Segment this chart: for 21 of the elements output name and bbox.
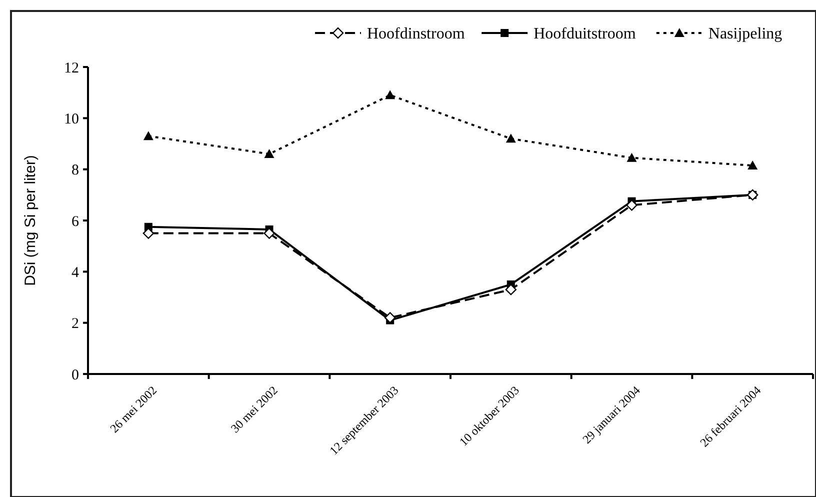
y-tick-label: 8 — [72, 162, 79, 179]
legend-label: Hoofduitstroom — [534, 26, 636, 43]
legend-label: Hoofdinstroom — [367, 26, 466, 43]
legend-label: Nasijpeling — [708, 26, 782, 43]
point — [626, 152, 637, 162]
y-tick-label: 2 — [72, 316, 79, 332]
y-tick-label: 10 — [64, 111, 79, 128]
point — [626, 200, 638, 211]
y-axis-title: DSi (mg Si per liter) — [22, 155, 39, 286]
point — [385, 90, 396, 100]
y-tick-label: 6 — [72, 214, 80, 230]
point — [748, 160, 758, 170]
point — [506, 134, 516, 143]
point — [143, 131, 154, 140]
point — [384, 312, 396, 324]
point — [264, 148, 274, 158]
point — [264, 228, 275, 239]
y-tick-label: 12 — [64, 60, 79, 76]
y-tick-label: 0 — [72, 367, 79, 384]
point — [142, 228, 154, 239]
y-tick-label: 4 — [72, 264, 80, 281]
